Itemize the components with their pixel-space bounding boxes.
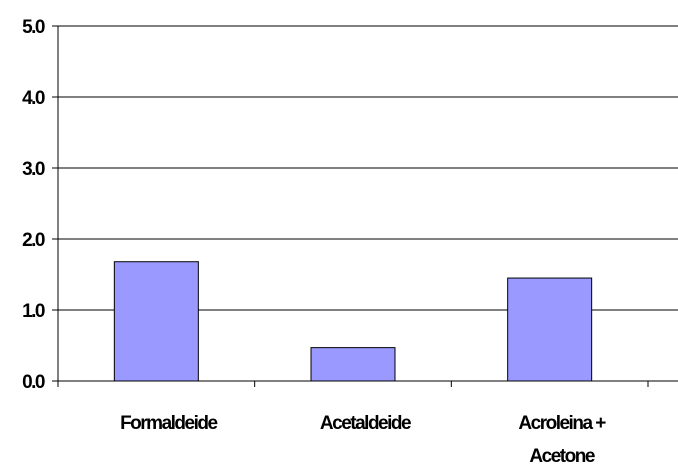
bar [507,277,593,382]
bar [310,347,396,382]
x-category-label: Acroleina + Acetone [518,413,606,466]
x-category-label: Formaldeide [120,413,217,434]
y-tick-label: 1.0 [22,301,45,322]
y-tick-label: 2.0 [22,230,45,251]
x-axis-category-labels: Formaldeide Acetaldeide Acroleina + Acetone [120,413,608,466]
y-tick-label: 4.0 [22,88,45,109]
axes [52,25,678,387]
y-tick-label: 0.0 [22,372,45,393]
bar [113,261,199,382]
y-tick-label: 5.0 [22,17,45,38]
bars [113,261,593,382]
y-axis-tick-labels: 0.0 1.0 2.0 3.0 4.0 5.0 [22,17,46,393]
y-tick-label: 3.0 [22,159,45,180]
x-category-label: Acetaldeide [320,413,411,434]
